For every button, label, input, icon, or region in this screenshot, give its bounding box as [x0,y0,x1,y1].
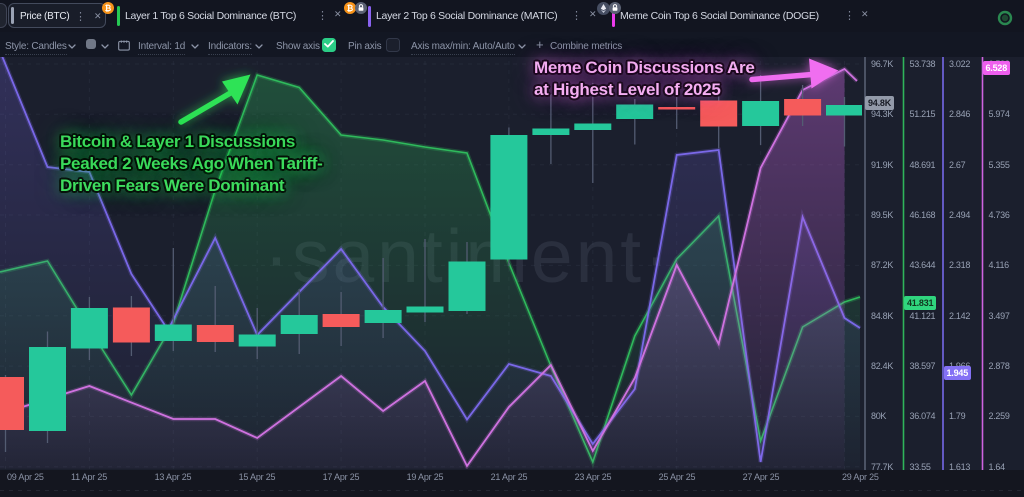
svg-text:₿: ₿ [105,4,112,13]
svg-text:₿: ₿ [347,4,354,13]
